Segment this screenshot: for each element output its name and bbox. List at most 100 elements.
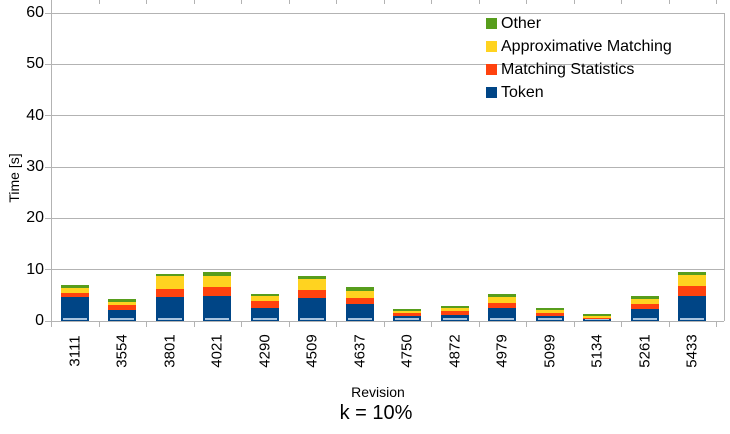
bar-segment-token-3554 bbox=[108, 309, 137, 321]
gridline bbox=[51, 63, 724, 65]
gridline bbox=[51, 166, 724, 168]
bar-segment-token-3801 bbox=[155, 296, 184, 321]
bar-segment-approximative-matching-3554 bbox=[108, 302, 137, 306]
x-tick-label-4637: 4637 bbox=[351, 334, 369, 368]
gridline bbox=[51, 269, 724, 271]
bar-segment-approximative-matching-4637 bbox=[345, 290, 374, 298]
x-tick-label-4290: 4290 bbox=[256, 334, 274, 368]
legend-color-swatch-icon bbox=[486, 87, 497, 98]
bar-segment-matching-statistics-4021 bbox=[203, 287, 232, 296]
x-tick-label-3801: 3801 bbox=[161, 334, 179, 368]
bar-segment-approximative-matching-5134 bbox=[583, 316, 612, 318]
x-axis-tick bbox=[573, 321, 575, 327]
bar-segment-approximative-matching-3801 bbox=[155, 276, 184, 289]
bar-segment-other-5099 bbox=[535, 307, 564, 310]
x-axis-tick bbox=[146, 321, 147, 327]
bar-segment-token-5099 bbox=[535, 315, 564, 321]
legend: Other Approximative Matching Matching Stat… bbox=[486, 12, 672, 104]
bar-segment-other-3111 bbox=[60, 285, 89, 288]
legend-item-other: Other bbox=[486, 12, 672, 35]
x-axis-top-tick bbox=[478, 0, 480, 4]
x-axis-tick bbox=[526, 321, 527, 327]
y-axis-tick bbox=[45, 269, 51, 271]
x-axis-tick bbox=[716, 321, 717, 327]
bar-segment-token-5433 bbox=[678, 295, 707, 321]
x-axis-top-tick bbox=[621, 0, 622, 4]
x-axis-top-tick bbox=[431, 0, 432, 4]
legend-label: Other bbox=[501, 14, 542, 32]
legend-item-approximative-matching: Approximative Matching bbox=[486, 35, 672, 58]
bar-segment-matching-statistics-4290 bbox=[250, 301, 279, 308]
bar-segment-token-4979 bbox=[488, 308, 517, 321]
x-axis-top-tick bbox=[146, 0, 147, 4]
legend-color-swatch-icon bbox=[486, 18, 497, 29]
legend-label: Approximative Matching bbox=[501, 37, 672, 55]
y-axis-tick bbox=[45, 63, 51, 65]
x-axis-tick bbox=[478, 321, 480, 327]
bar-segment-matching-statistics-3111 bbox=[60, 293, 89, 298]
bar-segment-other-4872 bbox=[440, 305, 469, 309]
x-axis-tick bbox=[668, 321, 670, 327]
y-axis-tick bbox=[45, 320, 51, 322]
x-tick-label-4509: 4509 bbox=[303, 334, 321, 368]
bar-segment-approximative-matching-4021 bbox=[203, 275, 232, 288]
bar-segment-token-3111 bbox=[60, 297, 89, 321]
x-axis-tick bbox=[431, 321, 432, 327]
y-tick-label: 60 bbox=[26, 4, 44, 21]
y-tick-label: 30 bbox=[26, 158, 44, 175]
gridline bbox=[51, 115, 724, 117]
x-tick-label-4750: 4750 bbox=[398, 334, 416, 368]
x-axis-top-tick bbox=[668, 0, 670, 4]
x-axis-top-tick bbox=[336, 0, 337, 4]
bar-segment-approximative-matching-4509 bbox=[298, 279, 327, 291]
bar-segment-other-4290 bbox=[250, 294, 279, 297]
x-tick-label-4872: 4872 bbox=[446, 334, 464, 368]
bar-segment-other-4637 bbox=[345, 287, 374, 291]
bar-segment-approximative-matching-3111 bbox=[60, 287, 89, 293]
bar-segment-approximative-matching-5099 bbox=[535, 309, 564, 313]
y-axis-title: Time [s] bbox=[6, 153, 22, 203]
legend-color-swatch-icon bbox=[486, 41, 497, 52]
legend-label: Matching Statistics bbox=[501, 60, 635, 78]
x-axis-top-tick bbox=[526, 0, 527, 4]
bar-segment-matching-statistics-3554 bbox=[108, 305, 137, 310]
x-axis-top-tick bbox=[241, 0, 242, 4]
bar-segment-approximative-matching-4872 bbox=[440, 308, 469, 312]
x-tick-label-5261: 5261 bbox=[636, 334, 654, 368]
bar-segment-other-4509 bbox=[298, 276, 327, 280]
y-axis-tick bbox=[45, 12, 51, 14]
bar-segment-token-4290 bbox=[250, 307, 279, 321]
bar-segment-matching-statistics-3801 bbox=[155, 288, 184, 297]
x-axis-tick bbox=[98, 321, 100, 327]
bar-segment-token-4021 bbox=[203, 295, 232, 321]
x-axis-tick bbox=[621, 321, 622, 327]
x-axis-line bbox=[45, 321, 724, 322]
legend-item-matching-statistics: Matching Statistics bbox=[486, 58, 672, 81]
y-axis-tick bbox=[45, 217, 51, 219]
x-axis-top-tick bbox=[716, 0, 717, 4]
bar-segment-other-5134 bbox=[583, 314, 612, 317]
bar-segment-other-3554 bbox=[108, 298, 137, 302]
x-axis-tick bbox=[383, 321, 385, 327]
y-axis-tick bbox=[45, 166, 51, 168]
bar-segment-other-3801 bbox=[155, 274, 184, 277]
bar-segment-token-4750 bbox=[393, 315, 422, 321]
bar-segment-other-5433 bbox=[678, 271, 707, 276]
x-axis-tick bbox=[193, 321, 195, 327]
x-tick-label-3554: 3554 bbox=[113, 334, 131, 368]
bar-segment-approximative-matching-4979 bbox=[488, 296, 517, 304]
bar-segment-other-5261 bbox=[630, 296, 659, 299]
y-tick-label: 0 bbox=[35, 312, 44, 329]
bar-segment-matching-statistics-4509 bbox=[298, 290, 327, 299]
bar-segment-matching-statistics-4872 bbox=[440, 311, 469, 316]
legend-label: Token bbox=[501, 83, 544, 101]
bar-segment-matching-statistics-4637 bbox=[345, 297, 374, 305]
bar-segment-approximative-matching-5433 bbox=[678, 275, 707, 287]
bar-segment-token-5261 bbox=[630, 309, 659, 321]
legend-item-token: Token bbox=[486, 81, 672, 104]
y-tick-label: 10 bbox=[26, 260, 44, 278]
bar-segment-matching-statistics-5433 bbox=[678, 286, 707, 296]
y-tick-label: 40 bbox=[26, 106, 44, 124]
bar-segment-token-4509 bbox=[298, 298, 327, 321]
